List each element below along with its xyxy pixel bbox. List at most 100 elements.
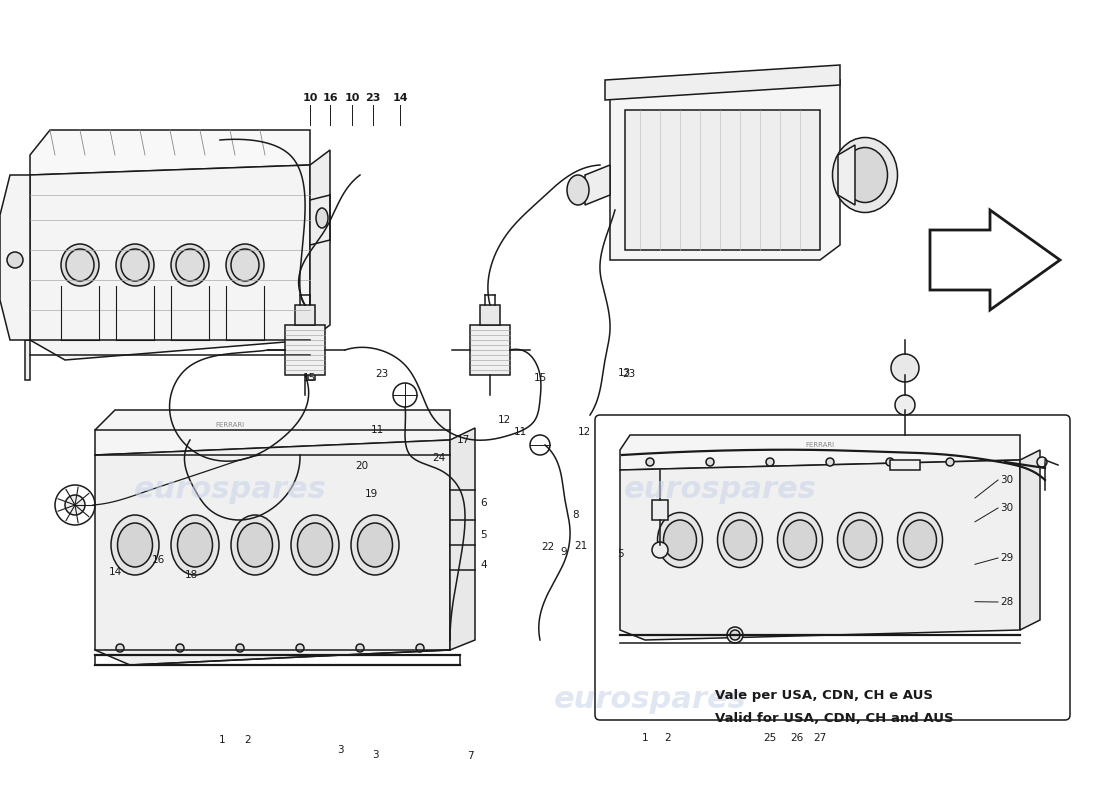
Text: 12: 12: [578, 427, 592, 437]
Text: 22: 22: [541, 542, 554, 552]
Ellipse shape: [358, 523, 393, 567]
Polygon shape: [610, 80, 840, 260]
Polygon shape: [620, 460, 1020, 640]
Text: 27: 27: [813, 733, 826, 743]
Text: 23: 23: [621, 369, 636, 379]
Circle shape: [176, 644, 184, 652]
Circle shape: [393, 383, 417, 407]
Polygon shape: [0, 175, 30, 340]
Ellipse shape: [778, 513, 823, 567]
Circle shape: [116, 644, 124, 652]
Text: 28: 28: [1000, 597, 1013, 607]
Circle shape: [895, 395, 915, 415]
Text: 16: 16: [152, 555, 165, 565]
Ellipse shape: [316, 208, 328, 228]
Text: 20: 20: [355, 461, 368, 471]
Text: 21: 21: [574, 541, 587, 551]
Polygon shape: [295, 305, 315, 325]
Circle shape: [730, 630, 740, 640]
Text: 15: 15: [302, 373, 316, 383]
Polygon shape: [480, 305, 501, 325]
Circle shape: [652, 542, 668, 558]
Text: 17: 17: [456, 435, 471, 445]
Ellipse shape: [118, 523, 153, 567]
Polygon shape: [95, 440, 450, 665]
Text: 10: 10: [344, 93, 360, 103]
Text: 29: 29: [1000, 553, 1013, 563]
Text: FERRARI: FERRARI: [805, 442, 835, 448]
Ellipse shape: [717, 513, 762, 567]
Polygon shape: [310, 150, 330, 340]
Ellipse shape: [837, 513, 882, 567]
Ellipse shape: [116, 244, 154, 286]
Polygon shape: [308, 340, 315, 380]
Polygon shape: [285, 325, 324, 375]
Circle shape: [946, 458, 954, 466]
Polygon shape: [930, 210, 1060, 310]
Text: 30: 30: [1000, 503, 1013, 513]
Ellipse shape: [60, 244, 99, 286]
Ellipse shape: [658, 513, 703, 567]
FancyBboxPatch shape: [595, 415, 1070, 720]
Text: 30: 30: [1000, 475, 1013, 485]
Polygon shape: [620, 435, 1020, 470]
Circle shape: [706, 458, 714, 466]
Text: 10: 10: [302, 93, 318, 103]
Ellipse shape: [903, 520, 936, 560]
Text: 2: 2: [664, 733, 671, 743]
Text: 25: 25: [763, 733, 777, 743]
Polygon shape: [95, 410, 450, 455]
Circle shape: [646, 458, 654, 466]
Text: 16: 16: [322, 93, 338, 103]
Circle shape: [886, 458, 894, 466]
Text: 8: 8: [572, 510, 579, 520]
Ellipse shape: [898, 513, 943, 567]
Circle shape: [727, 627, 742, 643]
Ellipse shape: [170, 244, 209, 286]
Ellipse shape: [566, 175, 588, 205]
Polygon shape: [25, 340, 30, 380]
Ellipse shape: [783, 520, 816, 560]
Ellipse shape: [844, 520, 877, 560]
Ellipse shape: [351, 515, 399, 575]
Ellipse shape: [170, 515, 219, 575]
Ellipse shape: [111, 515, 160, 575]
Ellipse shape: [238, 523, 273, 567]
Polygon shape: [652, 500, 668, 520]
Polygon shape: [1020, 450, 1040, 630]
Circle shape: [416, 644, 424, 652]
Text: 13: 13: [618, 368, 631, 378]
Polygon shape: [30, 130, 310, 175]
Text: Vale per USA, CDN, CH e AUS: Vale per USA, CDN, CH e AUS: [715, 689, 933, 702]
Polygon shape: [838, 145, 855, 205]
Ellipse shape: [177, 523, 212, 567]
Circle shape: [65, 495, 85, 515]
Circle shape: [826, 458, 834, 466]
Ellipse shape: [663, 520, 696, 560]
Text: 5: 5: [480, 530, 486, 540]
Text: 2: 2: [244, 735, 251, 745]
Text: 1: 1: [641, 733, 648, 743]
Text: 6: 6: [480, 498, 486, 508]
Text: 24: 24: [432, 453, 446, 463]
Circle shape: [296, 644, 304, 652]
Ellipse shape: [833, 138, 898, 213]
Text: 9: 9: [560, 547, 566, 557]
Text: 26: 26: [791, 733, 804, 743]
Text: 3: 3: [372, 750, 378, 760]
Polygon shape: [30, 165, 310, 360]
Polygon shape: [585, 165, 611, 205]
Text: 15: 15: [534, 373, 547, 383]
Ellipse shape: [231, 515, 279, 575]
Text: 7: 7: [466, 751, 473, 761]
Text: 5: 5: [617, 549, 624, 559]
Text: FERRARI: FERRARI: [216, 422, 244, 428]
Circle shape: [766, 458, 774, 466]
Circle shape: [1037, 457, 1047, 467]
Circle shape: [236, 644, 244, 652]
Text: 14: 14: [109, 567, 122, 577]
Polygon shape: [890, 460, 920, 470]
Text: 23: 23: [375, 369, 388, 379]
Polygon shape: [625, 110, 820, 250]
Ellipse shape: [843, 147, 888, 202]
